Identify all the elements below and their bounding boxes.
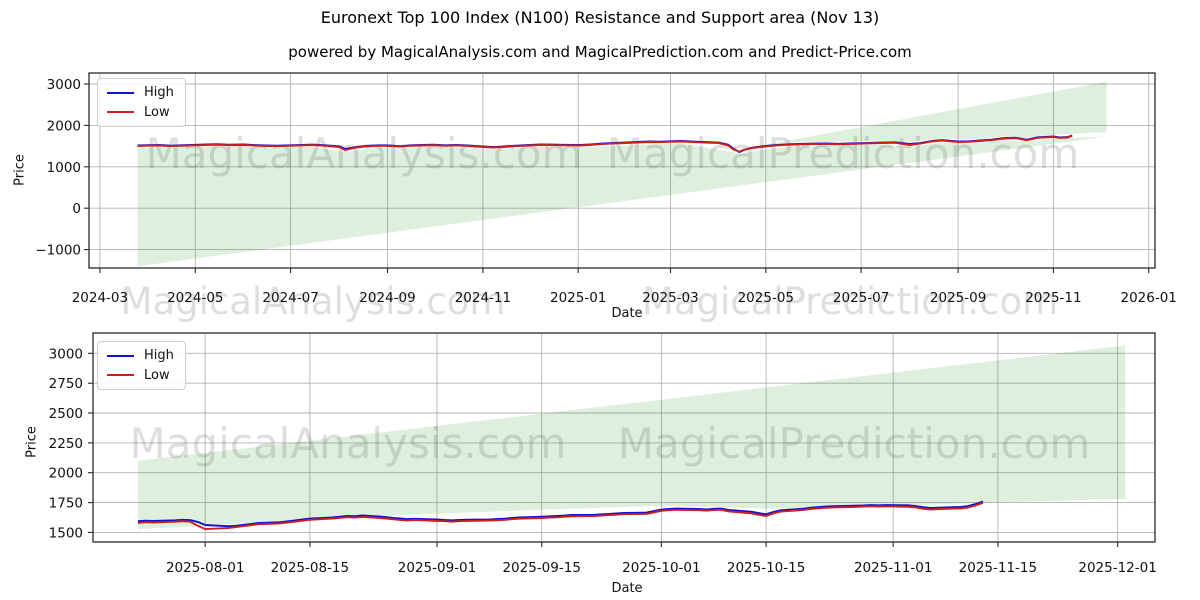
y-tick-label: 3000 — [49, 346, 83, 362]
y-tick-label: 3000 — [47, 77, 81, 93]
legend-item-high: High — [107, 349, 174, 363]
support-resistance-band — [137, 136, 1107, 267]
x-tick-label: 2024-11 — [455, 290, 511, 306]
legend-item-low: Low — [107, 367, 174, 383]
watermark-text: MagicalPrediction.com — [607, 129, 1080, 178]
watermark-text: MagicalPrediction.com — [618, 419, 1091, 468]
figure-subtitle: powered by MagicalAnalysis.com and Magic… — [288, 43, 912, 61]
x-tick-label: 2025-11-15 — [959, 560, 1037, 576]
x-tick-label: 2025-08-01 — [166, 560, 244, 576]
y-tick-label: 2000 — [47, 118, 81, 134]
bottom-chart-y-axis-label: Price — [24, 426, 40, 458]
legend-label-low: Low — [144, 367, 170, 383]
x-tick-label: 2024-05 — [167, 290, 223, 306]
top-chart-svg: MagicalAnalysis.com MagicalPrediction.com… — [35, 72, 1177, 323]
bottom-chart-legend: High Low — [97, 341, 186, 391]
axes-spines — [92, 332, 1156, 543]
legend-item-low: Low — [107, 104, 174, 120]
high-line-swatch — [107, 354, 134, 357]
x-tick-label: 2025-11-01 — [854, 560, 932, 576]
low-line-swatch — [107, 374, 134, 377]
y-tick-label: 2250 — [49, 436, 83, 452]
legend-label-low: Low — [144, 104, 170, 120]
top-chart-legend: High Low — [97, 78, 186, 128]
support-resistance-band — [137, 345, 1126, 530]
top-chart-y-axis-label: Price — [12, 154, 28, 186]
y-tick-label: 2000 — [49, 466, 83, 482]
x-tick-label: 2025-09-15 — [502, 560, 580, 576]
low-line-swatch — [107, 111, 134, 114]
x-tick-label: 2025-05 — [738, 290, 794, 306]
axes-spines — [88, 72, 1156, 269]
watermark-text: MagicalAnalysis.com — [121, 280, 506, 323]
y-tick-label: 1000 — [47, 160, 81, 176]
x-tick-label: 2026-01 — [1120, 290, 1176, 306]
x-tick-label: 2025-09 — [930, 290, 986, 306]
legend-label-high: High — [144, 85, 174, 100]
y-tick-label: 0 — [72, 201, 81, 217]
x-tick-label: 2025-10-01 — [622, 560, 700, 576]
legend-label-high: High — [144, 348, 174, 363]
watermark-text: MagicalAnalysis.com — [146, 129, 583, 178]
plot-background — [89, 73, 1155, 268]
x-tick-label: 2025-12-01 — [1078, 560, 1156, 576]
high-line — [137, 500, 984, 528]
x-tick-label: 2024-07 — [262, 290, 318, 306]
plot-background — [93, 333, 1155, 542]
x-tick-label: 2024-09 — [359, 290, 415, 306]
x-tick-label: 2025-11 — [1025, 290, 1081, 306]
y-tick-label: 2750 — [49, 376, 83, 392]
x-tick-label: 2025-01 — [550, 290, 606, 306]
y-tick-label: 2500 — [49, 406, 83, 422]
low-line — [137, 134, 1073, 153]
y-tick-label: −1000 — [35, 243, 81, 259]
watermark-text: MagicalAnalysis.com — [130, 419, 567, 468]
high-line-swatch — [107, 91, 134, 94]
bottom-chart-svg: MagicalAnalysis.com MagicalPrediction.com… — [49, 332, 1157, 576]
top-chart-x-axis-label: Date — [611, 306, 643, 321]
x-tick-label: 2025-10-15 — [727, 560, 805, 576]
low-line — [137, 501, 984, 531]
x-tick-label: 2025-07 — [833, 290, 889, 306]
x-tick-label: 2024-03 — [72, 290, 128, 306]
x-tick-label: 2025-08-15 — [271, 560, 349, 576]
support-resistance-band — [745, 81, 1107, 149]
watermark-text: MagicalPrediction.com — [642, 280, 1058, 323]
figure-title: Euronext Top 100 Index (N100) Resistance… — [320, 8, 880, 27]
x-tick-label: 2025-09-01 — [398, 560, 476, 576]
bottom-chart-x-axis-label: Date — [611, 581, 643, 596]
x-tick-label: 2025-03 — [642, 290, 698, 306]
y-tick-label: 1750 — [49, 496, 83, 512]
legend-item-high: High — [107, 86, 174, 100]
y-tick-label: 1500 — [49, 525, 83, 541]
